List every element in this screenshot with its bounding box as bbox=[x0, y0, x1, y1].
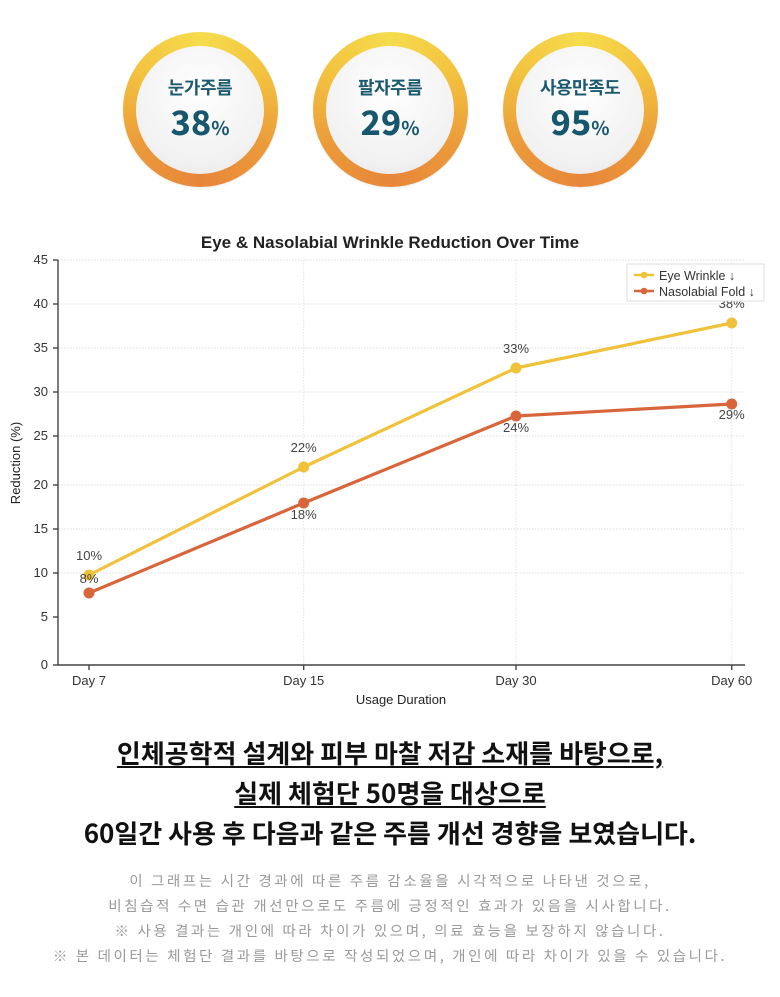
svg-text:0: 0 bbox=[41, 657, 48, 672]
svg-text:15: 15 bbox=[34, 521, 48, 536]
svg-text:25: 25 bbox=[34, 428, 48, 443]
svg-text:45: 45 bbox=[34, 252, 48, 267]
svg-text:Day 30: Day 30 bbox=[495, 673, 536, 688]
svg-text:18%: 18% bbox=[291, 507, 317, 522]
svg-text:Nasolabial Fold ↓: Nasolabial Fold ↓ bbox=[659, 285, 755, 299]
svg-text:Eye Wrinkle ↓: Eye Wrinkle ↓ bbox=[659, 269, 735, 283]
svg-text:Day 60: Day 60 bbox=[711, 673, 752, 688]
svg-text:29%: 29% bbox=[719, 407, 745, 422]
svg-text:10: 10 bbox=[34, 565, 48, 580]
svg-text:Reduction (%): Reduction (%) bbox=[8, 422, 23, 504]
svg-text:30: 30 bbox=[34, 384, 48, 399]
svg-text:40: 40 bbox=[34, 296, 48, 311]
svg-text:24%: 24% bbox=[503, 420, 529, 435]
svg-text:22%: 22% bbox=[291, 440, 317, 455]
svg-text:33%: 33% bbox=[503, 341, 529, 356]
svg-text:Day 7: Day 7 bbox=[72, 673, 106, 688]
svg-text:Usage Duration: Usage Duration bbox=[356, 692, 446, 707]
svg-text:10%: 10% bbox=[76, 548, 102, 563]
svg-text:Day 15: Day 15 bbox=[283, 673, 324, 688]
svg-text:20: 20 bbox=[34, 477, 48, 492]
svg-text:5: 5 bbox=[41, 609, 48, 624]
svg-text:35: 35 bbox=[34, 340, 48, 355]
svg-text:8%: 8% bbox=[80, 571, 99, 586]
